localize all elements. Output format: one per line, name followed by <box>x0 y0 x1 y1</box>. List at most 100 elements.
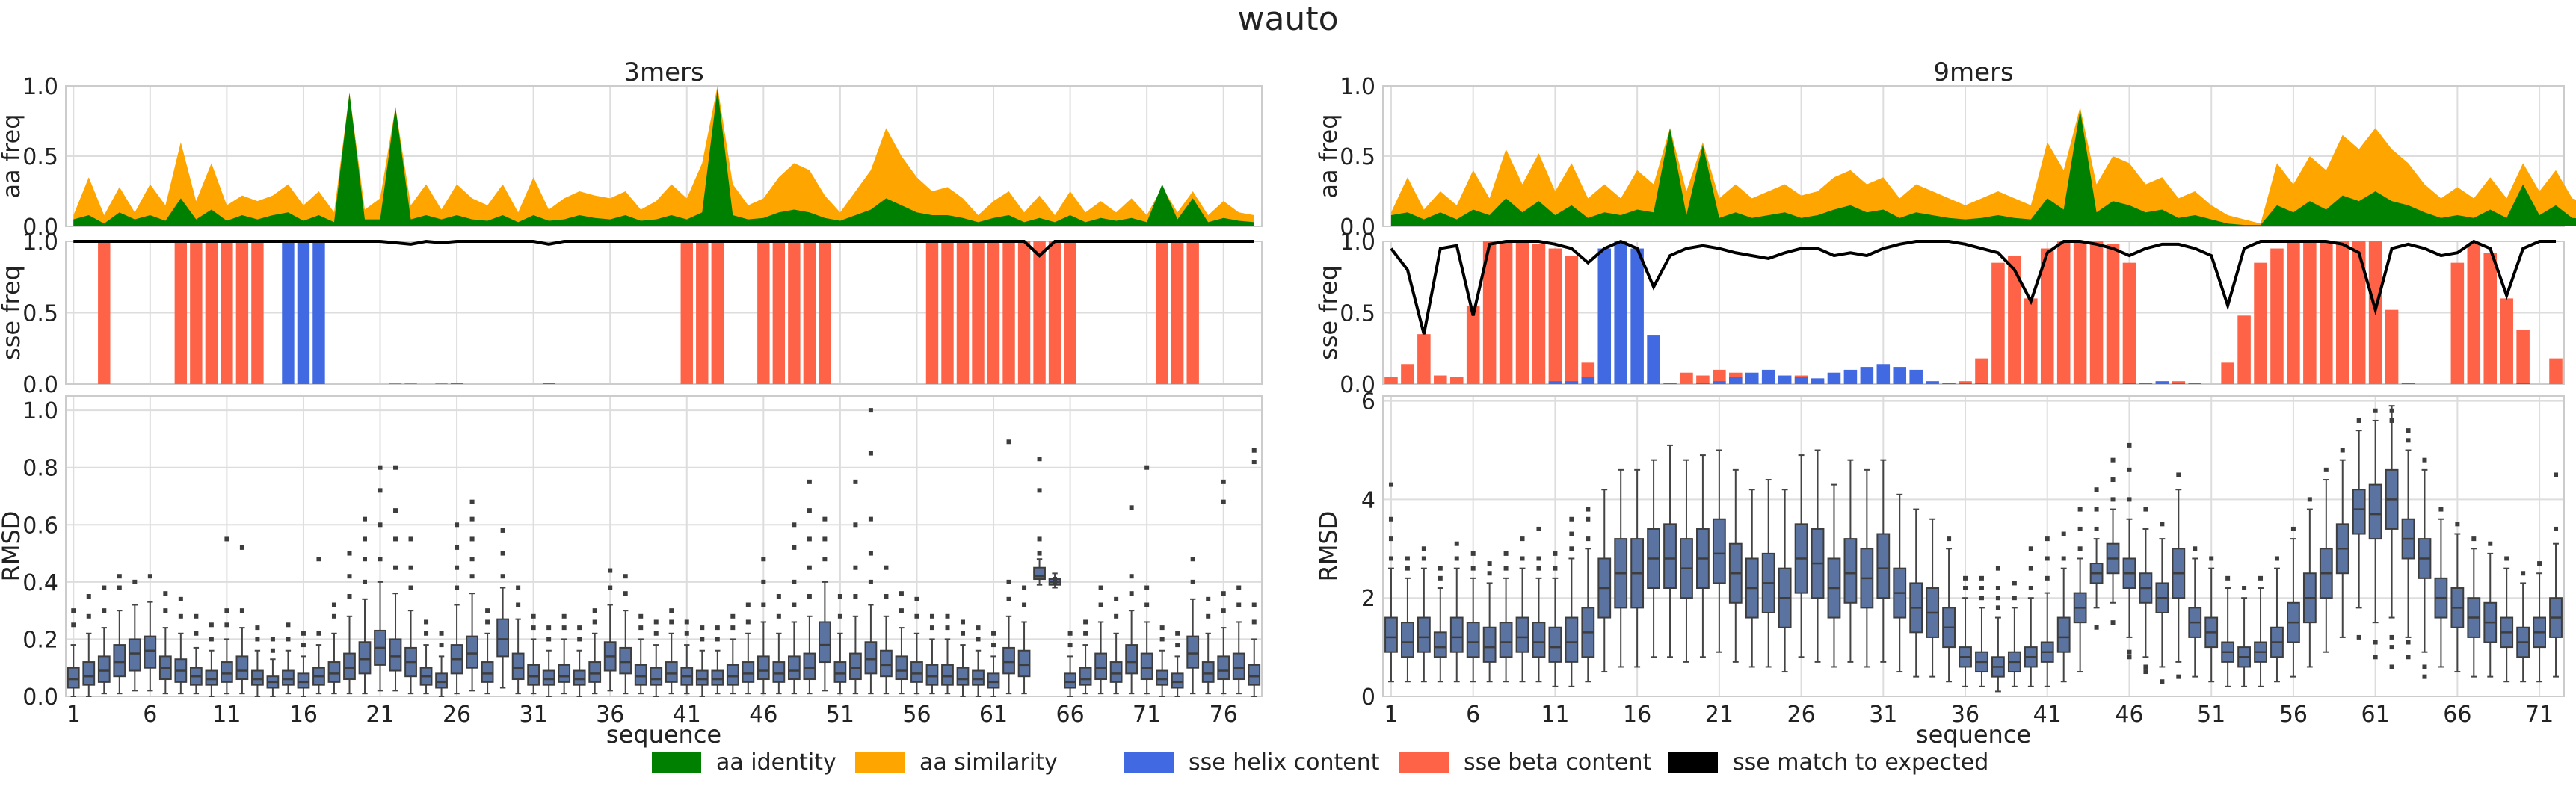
sse-beta-bar <box>2106 244 2120 384</box>
outlier-point <box>638 613 644 619</box>
outlier-point <box>500 574 505 579</box>
y-tick-label: 1.0 <box>1340 74 1375 100</box>
outlier-point <box>2143 507 2148 512</box>
x-tick-label: 36 <box>1951 702 1979 728</box>
chart-9mers: 9mers 0.0 0.5 1.0 aa freq 0.0 0.5 1.0 sse freq 0 2… <box>1314 58 2576 749</box>
rmsd-box <box>128 579 141 692</box>
sse-helix-bar <box>2188 383 2202 384</box>
rmsd-box <box>1827 483 1841 668</box>
outlier-point <box>2537 561 2542 566</box>
outlier-point <box>2389 408 2394 413</box>
box-iqr <box>1712 518 1726 584</box>
box-iqr <box>2368 483 2382 540</box>
box-iqr <box>772 661 786 683</box>
outlier-point <box>1144 585 1150 590</box>
box-iqr <box>1384 616 1398 653</box>
rmsd-box <box>2221 575 2235 687</box>
rmsd-box <box>1778 489 1792 673</box>
legend-label: aa identity <box>716 749 836 776</box>
outlier-point <box>561 613 567 619</box>
x-tick-label: 16 <box>289 702 318 728</box>
box-iqr <box>2056 616 2071 653</box>
outlier-point <box>71 622 76 628</box>
sse-beta-bar <box>2270 248 2284 384</box>
outlier-point <box>1470 566 1476 571</box>
sse-beta-bar <box>1680 372 1693 384</box>
rmsd-box <box>266 637 280 697</box>
box-iqr <box>1079 667 1092 686</box>
sse-beta-bar <box>2040 248 2054 384</box>
outlier-point <box>608 568 613 573</box>
outlier-point <box>715 637 720 642</box>
sse-beta-bar <box>1959 381 1972 384</box>
rmsd-box <box>1401 556 1414 683</box>
sse-beta-bar <box>1434 375 1447 384</box>
rmsd-box <box>1125 505 1138 695</box>
x-tick-label: 56 <box>902 702 931 728</box>
outlier-point <box>469 516 475 522</box>
outlier-point <box>2340 448 2345 453</box>
outlier-point <box>2045 536 2050 542</box>
outlier-point <box>961 631 965 636</box>
rmsd-box <box>787 522 801 695</box>
x-tick-label: 41 <box>2033 702 2062 728</box>
box-iqr <box>496 618 510 658</box>
outlier-point <box>2127 497 2132 502</box>
box-iqr <box>1109 661 1123 683</box>
outlier-point <box>761 602 766 607</box>
outlier-point <box>837 613 842 619</box>
sse-helix-bar <box>1647 335 1660 384</box>
sse-helix-bar <box>1745 372 1759 384</box>
box-iqr <box>987 672 1000 689</box>
rmsd-box <box>634 613 647 695</box>
rmsd-box <box>1017 585 1031 695</box>
sse-helix-bar <box>1811 378 1825 384</box>
x-tick-label: 51 <box>826 702 854 728</box>
box-iqr <box>527 664 540 686</box>
sse-helix-bar <box>1959 383 1972 384</box>
sse-beta-bar <box>2500 298 2513 384</box>
sse-beta-bar <box>1156 241 1168 384</box>
rmsd-box <box>1201 596 1215 695</box>
sse-beta-bar <box>2287 241 2300 384</box>
outlier-point <box>776 594 781 599</box>
outlier-point <box>424 631 429 636</box>
outlier-point <box>608 585 613 590</box>
outlier-point <box>2012 581 2017 586</box>
sse-helix-bar <box>1581 377 1595 384</box>
x-tick-label: 41 <box>673 702 701 728</box>
box-iqr <box>573 669 586 686</box>
outlier-point <box>2488 541 2493 546</box>
outlier-point <box>408 565 413 570</box>
sse-beta-bar <box>2303 241 2317 384</box>
outlier-point <box>884 565 889 570</box>
rmsd-box <box>2139 507 2153 675</box>
rmsd-box <box>2335 448 2349 638</box>
rmsd-box <box>1712 449 1726 653</box>
outlier-point <box>792 522 797 528</box>
outlier-point <box>1221 479 1226 484</box>
outlier-point <box>86 613 91 619</box>
sse-beta-bar <box>1713 369 1726 384</box>
legend-label: sse beta content <box>1464 749 1652 776</box>
sse-beta-bar <box>1384 377 1398 384</box>
rmsd-box <box>82 594 96 697</box>
sse-beta-bar <box>2467 244 2481 384</box>
sse-beta-bar <box>2056 241 2071 384</box>
outlier-point <box>1006 596 1011 601</box>
rmsd-box <box>2352 418 2366 640</box>
sse-beta-bar <box>2073 241 2087 384</box>
box-iqr <box>97 655 111 683</box>
outlier-point <box>976 625 981 631</box>
outlier-point <box>2290 526 2296 531</box>
outlier-point <box>2356 634 2361 640</box>
rmsd-box <box>1959 575 1972 687</box>
outlier-point <box>2110 620 2116 625</box>
sse-beta-bar <box>1548 248 1562 384</box>
outlier-point <box>868 579 873 584</box>
box-iqr <box>282 669 295 686</box>
sse-beta-bar <box>2352 241 2366 384</box>
outlier-point <box>163 608 168 613</box>
outlier-point <box>2373 408 2378 413</box>
outlier-point <box>1067 643 1073 648</box>
